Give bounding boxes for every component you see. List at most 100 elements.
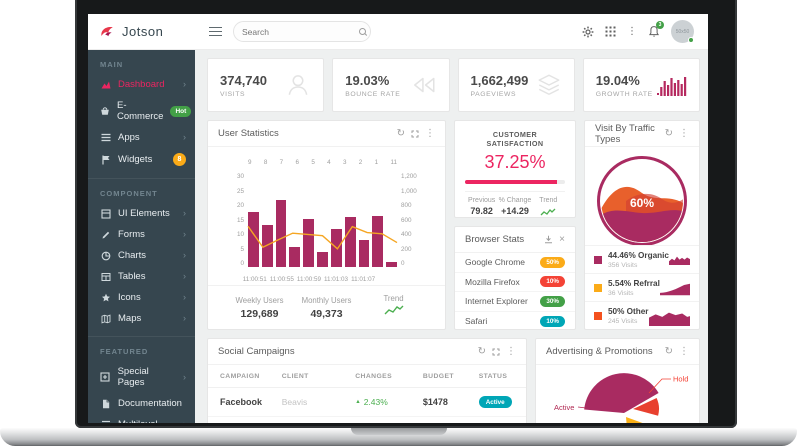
sidebar-item-label: Apps xyxy=(118,132,140,143)
online-status-dot xyxy=(688,37,694,43)
card-title: Browser Stats xyxy=(465,234,525,245)
sidebar-item-dashboard[interactable]: Dashboard › xyxy=(88,74,195,95)
chevron-icon: › xyxy=(183,271,186,281)
user-statistics-card: User Statistics ↻ ⋮ 30 25 20 15 10 5 0 1,200 1,… xyxy=(207,120,446,330)
sidebar-item-special-pages[interactable]: Special Pages › xyxy=(88,361,195,393)
advertising-header: Advertising & Promotions ↻ ⋮ xyxy=(536,339,699,365)
notifications-bell-icon[interactable]: 3 xyxy=(648,21,664,38)
sidebar-section-featured: FEATURED xyxy=(100,347,149,356)
brand-logo[interactable]: Jotson xyxy=(88,14,195,50)
legend-row-organic: 44.46% Organic 356 Visits xyxy=(585,245,699,273)
menu-toggle-icon[interactable] xyxy=(209,26,222,37)
trend-label: Trend xyxy=(539,197,558,204)
pageviews-value: 1,662,499 xyxy=(470,72,529,88)
sidebar-item-label: Dashboard xyxy=(118,79,165,90)
sidebar-item-tables[interactable]: Tables › xyxy=(88,266,195,287)
refresh-icon[interactable]: ↻ xyxy=(396,127,405,139)
previous-label: Previous xyxy=(468,197,496,204)
card-title: User Statistics xyxy=(218,128,279,139)
sidebar-item-widgets[interactable]: Widgets 8 xyxy=(88,148,195,171)
expand-icon[interactable] xyxy=(492,348,500,356)
cell-change: ▲ 2.43% xyxy=(355,397,388,407)
advertising-pie-chart: Hold Active xyxy=(554,373,688,423)
search-icon[interactable] xyxy=(359,27,367,36)
col-status: STATUS xyxy=(478,372,508,380)
refresh-icon[interactable]: ↻ xyxy=(664,127,673,139)
legend-row-other: 50% Other 245 Visits xyxy=(585,301,699,329)
x-axis-labels: 11:00:51 11:00:55 11:00:59 11:01:03 11:01:07 xyxy=(242,276,376,283)
social-campaigns-header: Social Campaigns ↻ ⋮ xyxy=(208,339,526,365)
card-title: Advertising & Promotions xyxy=(546,346,653,357)
right-axis-ticks: 1,200 1,000 800 600 400 200 0 xyxy=(401,173,417,267)
apps-grid-icon[interactable] xyxy=(605,26,616,37)
satisfaction-progress-bar xyxy=(465,180,565,184)
col-campaign: CAMPAIGN xyxy=(220,372,260,380)
chevron-icon: › xyxy=(183,79,186,89)
table-row[interactable]: Youtube Felix ▲ 1.43% $951 Closed xyxy=(208,417,526,423)
pie-label-active: Active xyxy=(554,403,574,412)
bar xyxy=(289,246,301,267)
sidebar-item-label: Documentation xyxy=(118,398,182,409)
user-avatar[interactable]: 50x50 xyxy=(671,20,694,43)
sidebar-item-apps[interactable]: Apps › xyxy=(88,127,195,148)
settings-gear-icon[interactable] xyxy=(582,26,594,38)
sidebar-item-documentation[interactable]: Documentation xyxy=(88,393,195,414)
refresh-icon[interactable]: ↻ xyxy=(477,345,486,357)
col-changes: CHANGES xyxy=(355,372,393,380)
kebab-menu-icon[interactable]: ⋮ xyxy=(627,25,637,37)
satisfaction-value: 37.25% xyxy=(484,152,546,172)
sidebar-item-label: UI Elements xyxy=(118,208,170,219)
notification-count-badge: 3 xyxy=(656,21,664,29)
pageviews-label: PAGEVIEWS xyxy=(470,90,517,98)
sidebar-item-maps[interactable]: Maps › xyxy=(88,308,195,329)
previous-value: 79.82 xyxy=(470,206,493,216)
chevron-icon: › xyxy=(183,132,186,142)
rewind-icon xyxy=(413,77,435,93)
cell-client: Beavis xyxy=(281,397,308,407)
close-icon[interactable]: × xyxy=(559,233,565,245)
legend-visits: 356 Visits xyxy=(608,261,638,269)
bar xyxy=(248,212,259,267)
legend-marker xyxy=(594,255,602,264)
kebab-menu-icon[interactable]: ⋮ xyxy=(679,345,689,357)
sidebar-item-label: Forms xyxy=(118,229,145,240)
share-badge: 30% xyxy=(540,295,565,307)
legend-label: 44.46% Organic xyxy=(608,250,669,260)
traffic-types-header: Visit By Traffic Types ↻ ⋮ xyxy=(585,121,699,147)
laptop-base xyxy=(0,428,797,446)
table-header-row: CAMPAIGN CLIENT CHANGES BUDGET STATUS xyxy=(208,365,526,388)
up-triangle-icon: ▲ xyxy=(355,399,361,405)
stat-card-bounce-rate: 19.03% BOUNCE RATE xyxy=(332,58,450,112)
sidebar-item-multilevel[interactable]: Multilevel › xyxy=(88,414,195,423)
download-icon[interactable] xyxy=(544,235,553,244)
kebab-menu-icon[interactable]: ⋮ xyxy=(506,345,516,357)
trend-sparkline-icon xyxy=(384,305,403,315)
area-sparkline xyxy=(659,283,690,295)
pie-slice-active xyxy=(584,373,659,413)
search-input[interactable] xyxy=(242,26,353,37)
sidebar-item-charts[interactable]: Charts › xyxy=(88,245,195,266)
weekly-users-value: 129,689 xyxy=(240,307,279,320)
sidebar-item-label: Multilevel xyxy=(118,419,158,423)
sidebar-item-label: Maps xyxy=(118,313,142,324)
pie-slice-hold xyxy=(633,398,660,416)
kebab-menu-icon[interactable]: ⋮ xyxy=(679,127,689,139)
col-client: CLIENT xyxy=(281,372,309,380)
basket-icon xyxy=(100,106,110,116)
chevron-icon: › xyxy=(183,229,186,239)
mini-bars-icon xyxy=(657,77,687,96)
browser-row: Internet Explorer 30% xyxy=(455,292,575,312)
sidebar-item-forms[interactable]: Forms › xyxy=(88,224,195,245)
expand-icon[interactable] xyxy=(411,130,419,138)
brand-name: Jotson xyxy=(122,24,164,39)
sidebar-item-ecommerce[interactable]: E-Commerce Hot xyxy=(88,95,195,127)
bar xyxy=(386,262,397,267)
refresh-icon[interactable]: ↻ xyxy=(664,345,673,357)
table-row[interactable]: Facebook Beavis ▲ 2.43% $1478 Active xyxy=(208,388,526,417)
bar xyxy=(303,219,315,267)
chevron-icon: › xyxy=(183,371,186,382)
sidebar-item-ui-elements[interactable]: UI Elements › xyxy=(88,203,195,224)
user-statistics-header: User Statistics ↻ ⋮ xyxy=(208,121,445,147)
sidebar-item-icons[interactable]: Icons › xyxy=(88,287,195,308)
kebab-menu-icon[interactable]: ⋮ xyxy=(425,127,435,139)
